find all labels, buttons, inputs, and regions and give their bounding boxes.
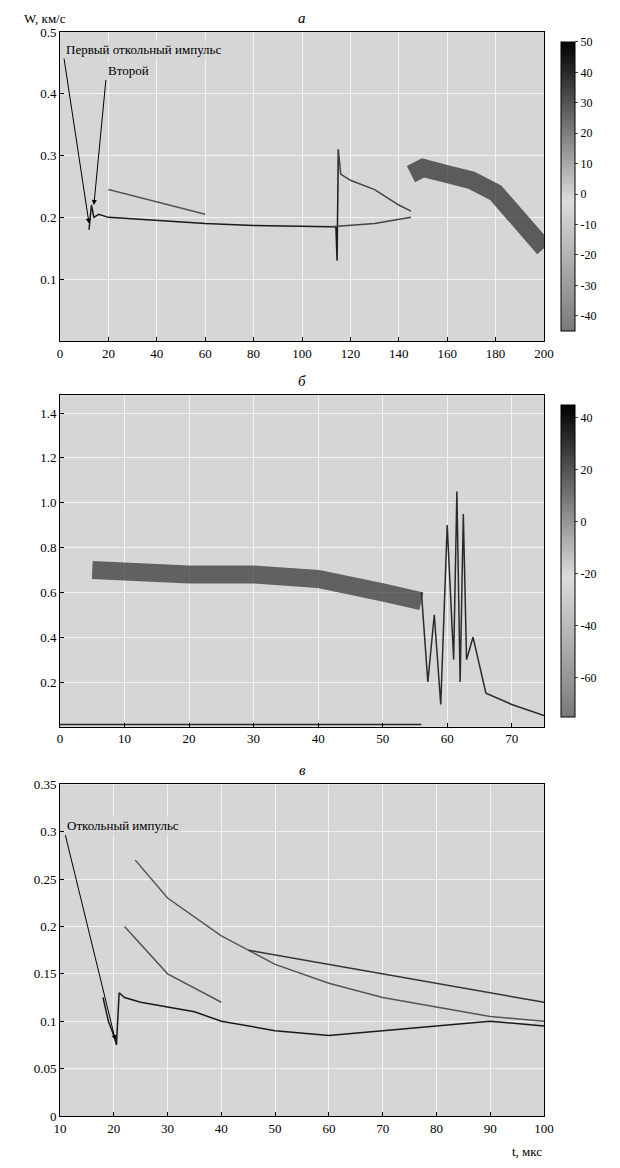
svg-text:-20: -20 <box>580 567 596 581</box>
svg-text:0.3: 0.3 <box>40 824 56 839</box>
svg-text:20: 20 <box>580 126 592 140</box>
svg-text:20: 20 <box>183 731 196 746</box>
svg-text:-40: -40 <box>580 309 596 323</box>
svg-text:0: 0 <box>57 346 64 361</box>
svg-text:70: 70 <box>376 1121 389 1136</box>
svg-text:80: 80 <box>430 1121 443 1136</box>
svg-text:30: 30 <box>580 96 592 110</box>
svg-text:0.2: 0.2 <box>40 210 56 225</box>
svg-text:0.05: 0.05 <box>34 1061 57 1076</box>
svg-text:-10: -10 <box>580 218 596 232</box>
svg-text:0.2: 0.2 <box>40 675 56 690</box>
svg-text:0.1: 0.1 <box>40 1014 56 1029</box>
svg-text:40: 40 <box>312 731 325 746</box>
svg-text:30: 30 <box>247 731 260 746</box>
svg-text:10: 10 <box>54 1121 67 1136</box>
svg-text:0.1: 0.1 <box>40 272 56 287</box>
svg-text:W, км/с: W, км/с <box>24 11 66 26</box>
svg-text:60: 60 <box>199 346 212 361</box>
svg-text:30: 30 <box>161 1121 174 1136</box>
svg-text:200: 200 <box>534 346 554 361</box>
svg-text:а: а <box>298 10 306 26</box>
svg-text:-40: -40 <box>580 619 596 633</box>
svg-text:Первый откольный импульс: Первый откольный импульс <box>66 42 222 57</box>
svg-text:10: 10 <box>580 157 592 171</box>
svg-text:180: 180 <box>486 346 506 361</box>
svg-text:б: б <box>298 373 306 389</box>
svg-text:Откольный импульс: Откольный импульс <box>67 818 179 833</box>
svg-text:20: 20 <box>580 463 592 477</box>
svg-text:-60: -60 <box>580 671 596 685</box>
svg-text:0.35: 0.35 <box>34 777 57 792</box>
svg-text:140: 140 <box>389 346 409 361</box>
svg-text:50: 50 <box>269 1121 282 1136</box>
svg-text:100: 100 <box>292 346 312 361</box>
svg-text:20: 20 <box>107 1121 120 1136</box>
svg-text:0.15: 0.15 <box>34 966 57 981</box>
svg-text:50: 50 <box>376 731 389 746</box>
svg-text:70: 70 <box>505 731 518 746</box>
svg-text:40: 40 <box>150 346 163 361</box>
svg-text:10: 10 <box>118 731 131 746</box>
svg-text:60: 60 <box>322 1121 335 1136</box>
svg-text:0: 0 <box>57 731 64 746</box>
svg-text:0.25: 0.25 <box>34 872 57 887</box>
svg-text:1.4: 1.4 <box>40 406 57 421</box>
svg-text:в: в <box>299 762 306 778</box>
svg-text:0.2: 0.2 <box>40 919 56 934</box>
svg-text:0.3: 0.3 <box>40 148 56 163</box>
svg-text:60: 60 <box>441 731 454 746</box>
svg-text:0.4: 0.4 <box>40 630 57 645</box>
svg-text:1.0: 1.0 <box>40 495 56 510</box>
svg-text:0: 0 <box>580 187 586 201</box>
svg-text:120: 120 <box>341 346 361 361</box>
svg-text:40: 40 <box>580 66 592 80</box>
svg-text:-30: -30 <box>580 279 596 293</box>
svg-text:-20: -20 <box>580 248 596 262</box>
svg-text:160: 160 <box>437 346 457 361</box>
svg-text:50: 50 <box>580 35 592 49</box>
svg-text:80: 80 <box>247 346 260 361</box>
svg-text:0.8: 0.8 <box>40 540 56 555</box>
svg-text:40: 40 <box>580 411 592 425</box>
svg-text:40: 40 <box>215 1121 228 1136</box>
svg-text:0.5: 0.5 <box>40 25 56 40</box>
svg-text:t, мкс: t, мкс <box>512 1144 542 1159</box>
svg-text:20: 20 <box>102 346 115 361</box>
svg-text:Второй: Второй <box>108 63 149 78</box>
svg-text:1.2: 1.2 <box>40 450 56 465</box>
svg-text:0: 0 <box>50 1109 57 1124</box>
svg-text:0: 0 <box>580 515 586 529</box>
svg-text:0.4: 0.4 <box>40 86 57 101</box>
svg-text:100: 100 <box>534 1121 554 1136</box>
svg-text:90: 90 <box>484 1121 497 1136</box>
svg-text:0.6: 0.6 <box>40 585 57 600</box>
